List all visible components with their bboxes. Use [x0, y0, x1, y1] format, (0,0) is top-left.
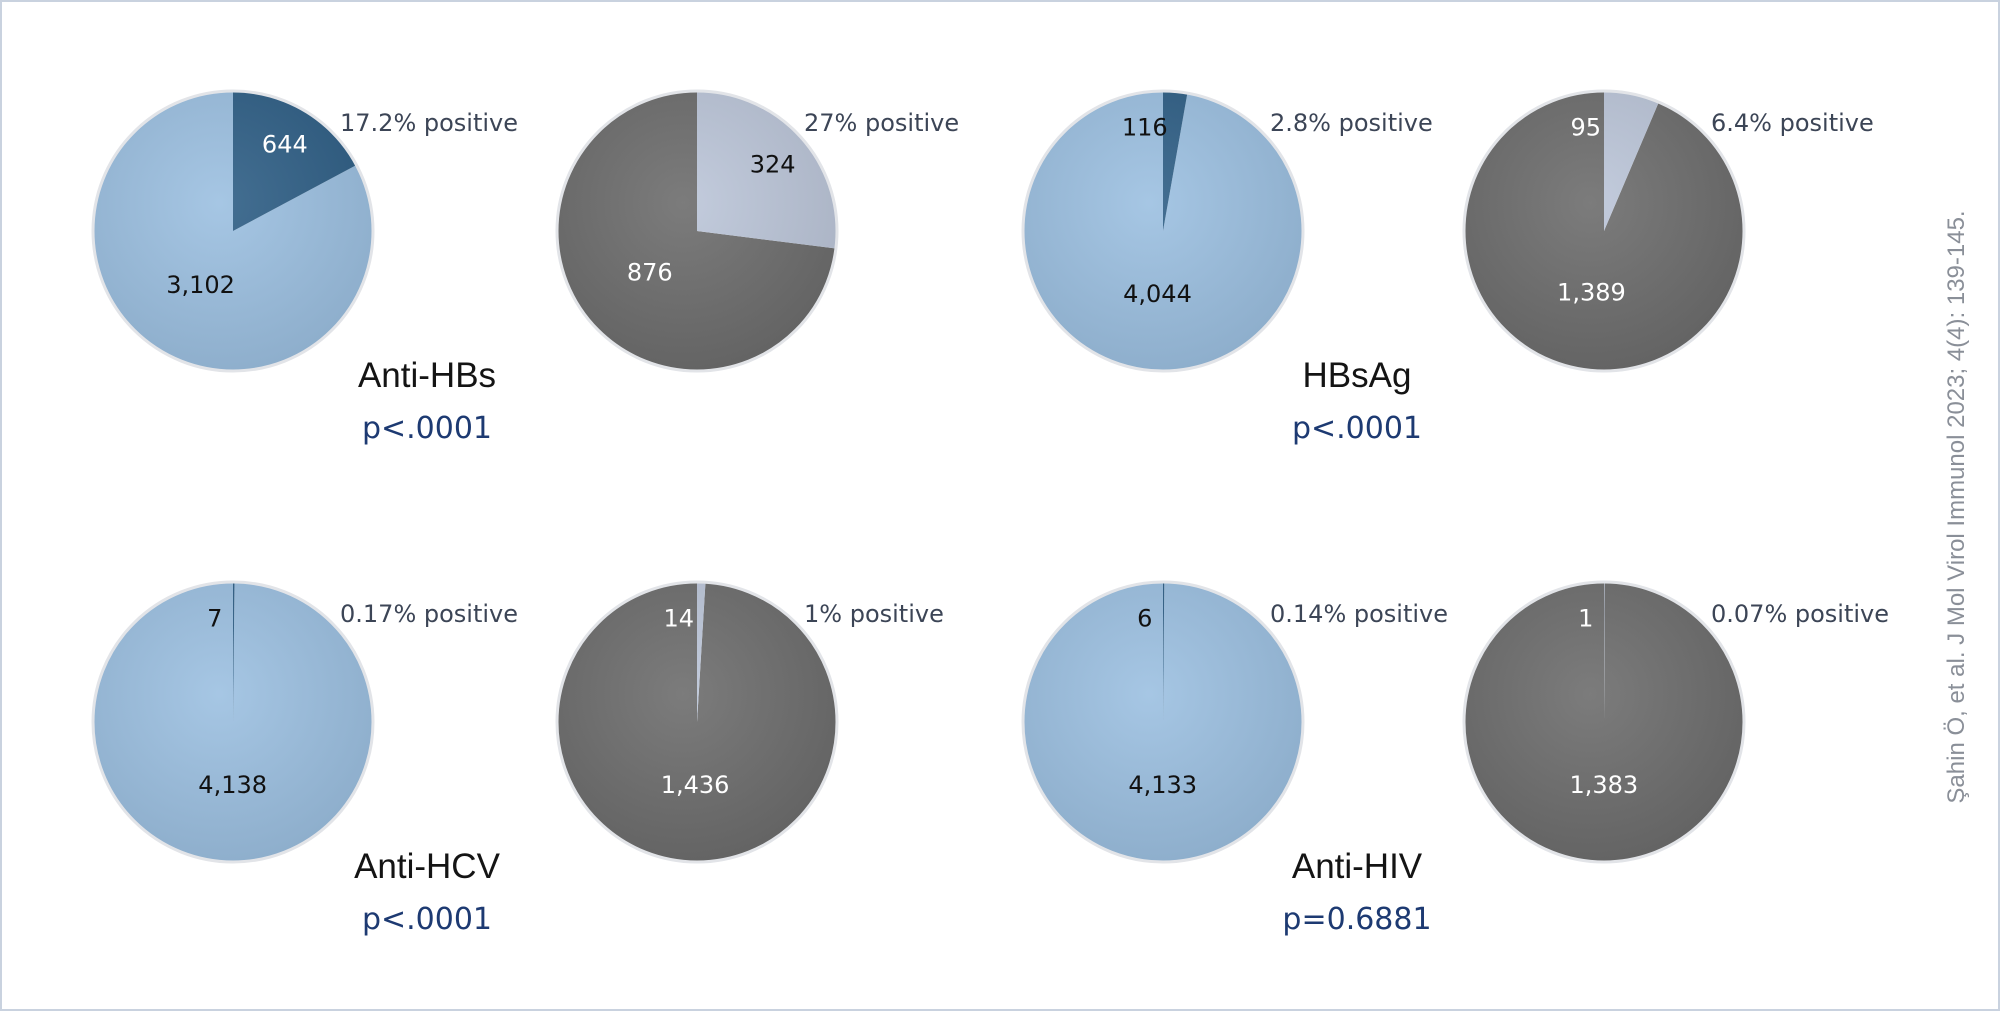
- negative-count-label: 1,389: [1557, 279, 1626, 307]
- gray-pie: 14 1,436 1% positive: [555, 580, 944, 864]
- gray-pie: 95 1,389 6.4% positive: [1462, 89, 1874, 373]
- test-panel-anti-hiv: 6 4,133 0.14% positive 1 1,383 0.07% positive…: [1021, 580, 1889, 937]
- positive-count-label: 6: [1137, 605, 1152, 633]
- citation-text: Şahin Ö, et al. J Mol Virol Immunol 2023…: [1943, 210, 1970, 803]
- blue-pie: 116 4,044 2.8% positive: [1021, 89, 1433, 373]
- p-value-label: p<.0001: [362, 411, 492, 446]
- pie-rim: [91, 580, 375, 864]
- negative-count-label: 3,102: [166, 271, 235, 299]
- p-value-label: p=0.6881: [1282, 902, 1431, 937]
- percent-positive-label: 1% positive: [804, 600, 944, 628]
- percent-positive-label: 0.07% positive: [1711, 600, 1889, 628]
- negative-count-label: 4,044: [1123, 280, 1192, 308]
- pie-rim: [1462, 89, 1746, 373]
- pie-rim: [1021, 580, 1305, 864]
- positive-count-label: 7: [207, 605, 222, 633]
- pie-rim: [1021, 89, 1305, 373]
- test-panel-anti-hcv: 7 4,138 0.17% positive 14 1,436 1% positive An…: [91, 580, 944, 937]
- pie-rim: [91, 89, 375, 373]
- blue-pie: 644 3,102 17.2% positive: [91, 89, 518, 373]
- positive-count-label: 95: [1570, 114, 1601, 142]
- percent-positive-label: 27% positive: [804, 109, 959, 137]
- percent-positive-label: 0.17% positive: [340, 600, 518, 628]
- pie-rim: [555, 89, 839, 373]
- test-title: HBsAg: [1303, 356, 1412, 395]
- percent-positive-label: 0.14% positive: [1270, 600, 1448, 628]
- negative-count-label: 876: [627, 259, 673, 287]
- negative-count-label: 1,383: [1569, 771, 1638, 799]
- blue-pie: 7 4,138 0.17% positive: [91, 580, 518, 864]
- test-panel-hbsag: 116 4,044 2.8% positive 95 1,389 6.4% positiv…: [1021, 89, 1874, 446]
- pie-rim: [1462, 580, 1746, 864]
- test-title: Anti-HBs: [358, 356, 496, 395]
- test-panel-anti-hbs: 644 3,102 17.2% positive 324 876 27% positive…: [91, 89, 959, 446]
- p-value-label: p<.0001: [362, 902, 492, 937]
- percent-positive-label: 6.4% positive: [1711, 109, 1874, 137]
- negative-count-label: 4,133: [1128, 771, 1197, 799]
- blue-pie: 6 4,133 0.14% positive: [1021, 580, 1448, 864]
- test-title: Anti-HIV: [1292, 847, 1423, 886]
- p-value-label: p<.0001: [1292, 411, 1422, 446]
- gray-pie: 1 1,383 0.07% positive: [1462, 580, 1889, 864]
- negative-count-label: 1,436: [661, 771, 730, 799]
- percent-positive-label: 17.2% positive: [340, 109, 518, 137]
- pie-rim: [555, 580, 839, 864]
- positive-count-label: 1: [1578, 605, 1593, 633]
- gray-pie: 324 876 27% positive: [555, 89, 959, 373]
- positive-count-label: 116: [1122, 114, 1168, 142]
- positive-count-label: 14: [663, 605, 694, 633]
- negative-count-label: 4,138: [198, 771, 267, 799]
- percent-positive-label: 2.8% positive: [1270, 109, 1433, 137]
- test-title: Anti-HCV: [354, 847, 501, 886]
- positive-count-label: 324: [750, 150, 796, 178]
- positive-count-label: 644: [262, 131, 308, 159]
